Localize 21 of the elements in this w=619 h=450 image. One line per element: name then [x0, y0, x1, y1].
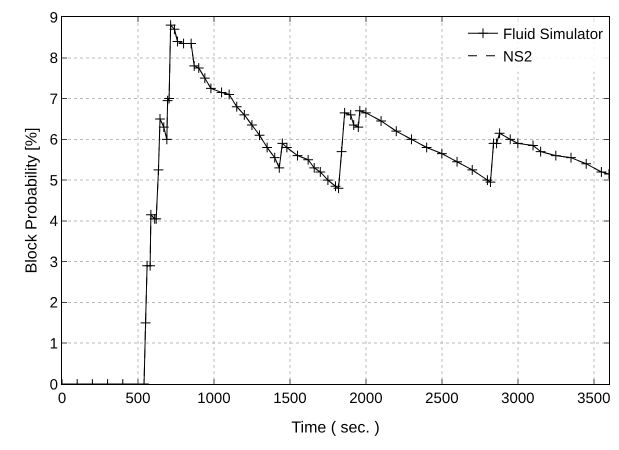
y-tick-label: 3 [50, 254, 58, 271]
y-tick-label: 6 [50, 132, 58, 149]
x-axis-title: Time ( sec. ) [291, 420, 380, 437]
x-tick-label: 3000 [501, 390, 535, 407]
x-tick-label: 1500 [273, 390, 307, 407]
x-tick-label: 2500 [425, 390, 459, 407]
y-tick-label: 7 [50, 90, 58, 108]
y-tick-label: 5 [50, 172, 58, 190]
legend-label: NS2 [503, 48, 532, 66]
y-tick-label: 0 [50, 376, 58, 394]
y-tick-label: 2 [50, 294, 58, 312]
legend-label: Fluid Simulator [503, 26, 604, 44]
y-tick-label: 1 [50, 335, 58, 352]
y-tick-label: 4 [50, 213, 58, 230]
x-tick-label: 2000 [349, 390, 383, 407]
y-tick-label: 9 [50, 9, 58, 26]
y-tick-label: 8 [50, 50, 58, 68]
x-tick-label: 1000 [197, 390, 231, 407]
x-tick-label: 3500 [577, 390, 610, 407]
x-tick-label: 500 [125, 390, 150, 407]
y-axis-title: Block Probability [%] [24, 128, 41, 274]
